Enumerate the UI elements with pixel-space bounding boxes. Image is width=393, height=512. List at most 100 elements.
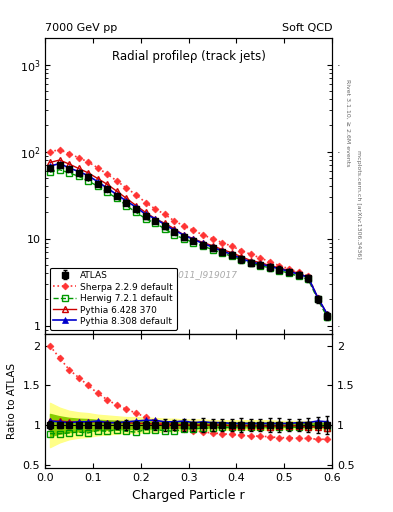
Sherpa 2.2.9 default bbox=[258, 255, 263, 261]
Pythia 8.308 default bbox=[268, 263, 272, 269]
Pythia 6.428 370 bbox=[268, 263, 272, 269]
Pythia 8.308 default bbox=[105, 185, 110, 191]
Pythia 8.308 default bbox=[277, 266, 282, 272]
Herwig 7.2.1 default bbox=[277, 267, 282, 273]
Pythia 6.428 370 bbox=[57, 157, 62, 163]
Herwig 7.2.1 default bbox=[230, 253, 234, 259]
Pythia 8.308 default bbox=[57, 160, 62, 166]
Text: Rivet 3.1.10, ≥ 2.6M events: Rivet 3.1.10, ≥ 2.6M events bbox=[345, 79, 350, 166]
Pythia 6.428 370 bbox=[210, 243, 215, 249]
Pythia 6.428 370 bbox=[86, 170, 90, 176]
Pythia 8.308 default bbox=[230, 251, 234, 258]
Sherpa 2.2.9 default bbox=[105, 171, 110, 177]
Pythia 8.308 default bbox=[325, 311, 330, 317]
Pythia 6.428 370 bbox=[306, 274, 310, 280]
Herwig 7.2.1 default bbox=[67, 170, 72, 176]
Pythia 8.308 default bbox=[48, 163, 52, 169]
Pythia 6.428 370 bbox=[220, 246, 224, 252]
Sherpa 2.2.9 default bbox=[296, 269, 301, 275]
Sherpa 2.2.9 default bbox=[325, 313, 330, 319]
Sherpa 2.2.9 default bbox=[86, 159, 90, 165]
Pythia 8.308 default bbox=[115, 191, 119, 198]
Sherpa 2.2.9 default bbox=[239, 247, 244, 253]
Sherpa 2.2.9 default bbox=[315, 294, 320, 301]
Sherpa 2.2.9 default bbox=[201, 232, 206, 238]
Sherpa 2.2.9 default bbox=[182, 223, 186, 229]
Pythia 8.308 default bbox=[191, 237, 196, 243]
Sherpa 2.2.9 default bbox=[287, 266, 292, 272]
Herwig 7.2.1 default bbox=[220, 250, 224, 257]
Pythia 8.308 default bbox=[287, 268, 292, 274]
Herwig 7.2.1 default bbox=[86, 178, 90, 184]
Pythia 6.428 370 bbox=[239, 253, 244, 260]
Sherpa 2.2.9 default bbox=[124, 185, 129, 191]
Sherpa 2.2.9 default bbox=[210, 236, 215, 242]
Pythia 8.308 default bbox=[258, 261, 263, 267]
Pythia 6.428 370 bbox=[115, 188, 119, 195]
Pythia 8.308 default bbox=[172, 227, 177, 233]
Sherpa 2.2.9 default bbox=[95, 165, 100, 171]
Pythia 6.428 370 bbox=[95, 176, 100, 182]
Pythia 8.308 default bbox=[143, 211, 148, 218]
Herwig 7.2.1 default bbox=[182, 236, 186, 242]
Pythia 8.308 default bbox=[248, 259, 253, 265]
Pythia 8.308 default bbox=[67, 165, 72, 171]
Pythia 6.428 370 bbox=[201, 240, 206, 246]
Text: Radial profileρ (track jets): Radial profileρ (track jets) bbox=[112, 50, 266, 63]
Sherpa 2.2.9 default bbox=[162, 211, 167, 218]
Sherpa 2.2.9 default bbox=[153, 206, 158, 212]
Pythia 6.428 370 bbox=[48, 159, 52, 165]
Herwig 7.2.1 default bbox=[115, 195, 119, 201]
Herwig 7.2.1 default bbox=[296, 273, 301, 279]
Herwig 7.2.1 default bbox=[191, 240, 196, 246]
Herwig 7.2.1 default bbox=[124, 202, 129, 208]
Pythia 8.308 default bbox=[315, 294, 320, 301]
Y-axis label: Ratio to ATLAS: Ratio to ATLAS bbox=[7, 363, 17, 439]
Herwig 7.2.1 default bbox=[76, 173, 81, 179]
Herwig 7.2.1 default bbox=[239, 257, 244, 263]
Herwig 7.2.1 default bbox=[105, 189, 110, 196]
Pythia 6.428 370 bbox=[162, 220, 167, 226]
Pythia 8.308 default bbox=[201, 241, 206, 247]
Herwig 7.2.1 default bbox=[268, 265, 272, 271]
Pythia 6.428 370 bbox=[230, 249, 234, 255]
Herwig 7.2.1 default bbox=[95, 183, 100, 189]
Sherpa 2.2.9 default bbox=[230, 243, 234, 249]
Pythia 8.308 default bbox=[210, 244, 215, 250]
Text: Soft QCD: Soft QCD bbox=[282, 23, 332, 33]
X-axis label: Charged Particle r: Charged Particle r bbox=[132, 489, 245, 502]
Sherpa 2.2.9 default bbox=[172, 218, 177, 224]
Herwig 7.2.1 default bbox=[172, 232, 177, 238]
Pythia 6.428 370 bbox=[287, 267, 292, 273]
Sherpa 2.2.9 default bbox=[48, 148, 52, 155]
Pythia 6.428 370 bbox=[172, 226, 177, 232]
Herwig 7.2.1 default bbox=[48, 169, 52, 175]
Pythia 6.428 370 bbox=[124, 195, 129, 201]
Pythia 8.308 default bbox=[306, 274, 310, 280]
Pythia 6.428 370 bbox=[182, 232, 186, 238]
Sherpa 2.2.9 default bbox=[76, 155, 81, 161]
Pythia 6.428 370 bbox=[67, 161, 72, 167]
Line: Pythia 8.308 default: Pythia 8.308 default bbox=[47, 161, 330, 317]
Pythia 8.308 default bbox=[296, 271, 301, 278]
Herwig 7.2.1 default bbox=[134, 209, 138, 216]
Sherpa 2.2.9 default bbox=[67, 151, 72, 157]
Herwig 7.2.1 default bbox=[210, 246, 215, 252]
Herwig 7.2.1 default bbox=[57, 166, 62, 173]
Pythia 8.308 default bbox=[95, 179, 100, 185]
Pythia 6.428 370 bbox=[191, 236, 196, 242]
Sherpa 2.2.9 default bbox=[306, 273, 310, 279]
Herwig 7.2.1 default bbox=[287, 270, 292, 276]
Text: 7000 GeV pp: 7000 GeV pp bbox=[45, 23, 118, 33]
Text: ATLAS_2011_I919017: ATLAS_2011_I919017 bbox=[140, 270, 237, 280]
Pythia 6.428 370 bbox=[277, 265, 282, 271]
Line: Sherpa 2.2.9 default: Sherpa 2.2.9 default bbox=[48, 147, 330, 318]
Sherpa 2.2.9 default bbox=[143, 200, 148, 206]
Herwig 7.2.1 default bbox=[315, 296, 320, 303]
Herwig 7.2.1 default bbox=[201, 243, 206, 249]
Pythia 6.428 370 bbox=[315, 294, 320, 301]
Pythia 6.428 370 bbox=[76, 165, 81, 172]
Sherpa 2.2.9 default bbox=[57, 147, 62, 153]
Line: Herwig 7.2.1 default: Herwig 7.2.1 default bbox=[47, 167, 330, 320]
Sherpa 2.2.9 default bbox=[115, 178, 119, 184]
